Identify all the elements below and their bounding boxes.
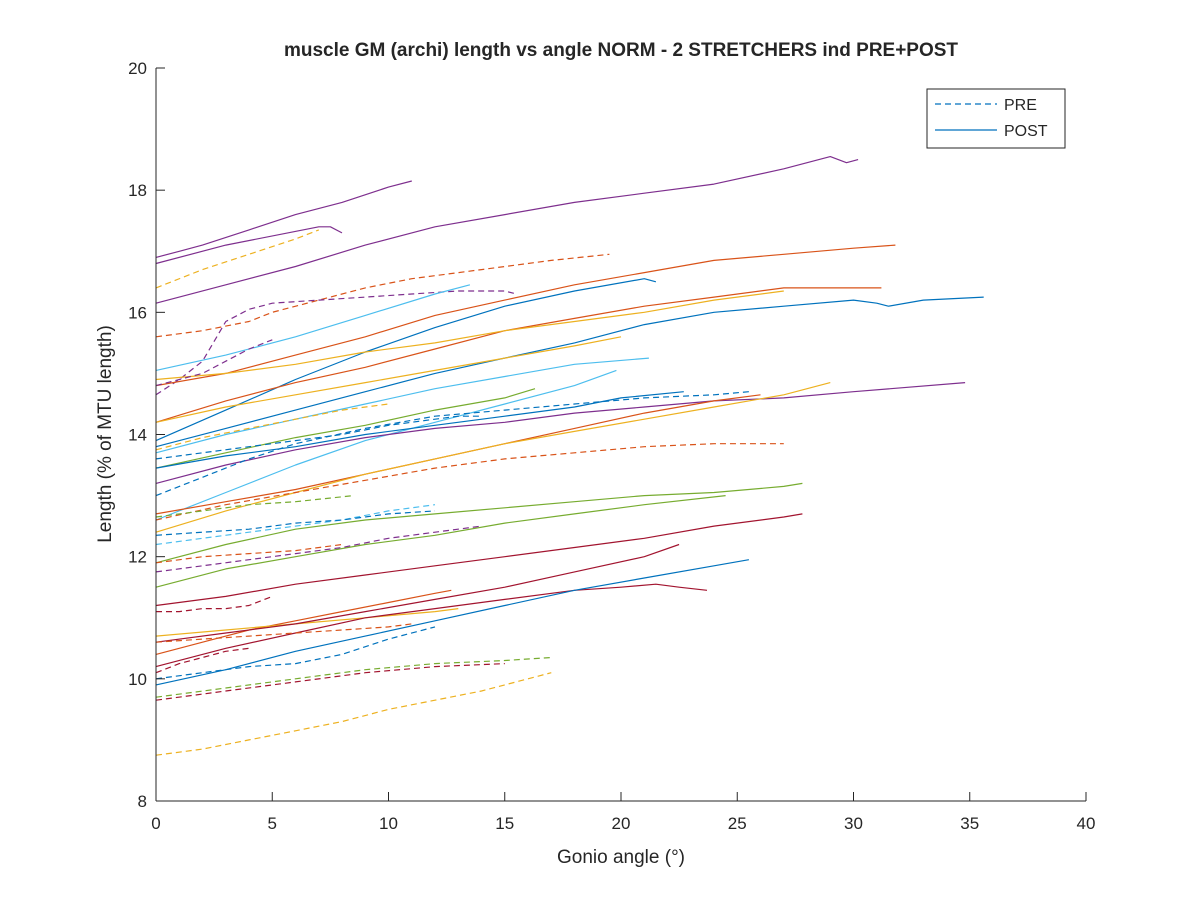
series-line-9 xyxy=(155,287,882,423)
series-line-40 xyxy=(155,559,750,686)
x-tick-label: 35 xyxy=(960,814,979,833)
series-line-44 xyxy=(155,672,552,756)
series-line-27 xyxy=(155,510,436,536)
y-tick-label: 8 xyxy=(138,792,147,811)
series-line-32 xyxy=(155,513,803,607)
series-line-17 xyxy=(155,388,536,469)
series-line-7 xyxy=(155,284,471,371)
x-tick-label: 25 xyxy=(728,814,747,833)
y-tick-label: 20 xyxy=(128,59,147,78)
series-line-35 xyxy=(155,608,459,637)
series-line-42 xyxy=(155,656,552,698)
series-line-36 xyxy=(155,543,680,643)
series-line-2 xyxy=(155,156,859,304)
y-tick-label: 14 xyxy=(128,426,147,445)
series-line-14 xyxy=(155,357,649,454)
series-line-43 xyxy=(155,663,505,701)
series-line-13 xyxy=(155,336,622,423)
series-line-28 xyxy=(155,482,803,564)
legend-box xyxy=(926,88,1066,149)
series-line-18 xyxy=(155,382,966,484)
series-layer xyxy=(155,156,984,756)
x-tick-label: 40 xyxy=(1077,814,1096,833)
y-tick-label: 16 xyxy=(128,303,147,322)
x-tick-label: 20 xyxy=(612,814,631,833)
series-line-30 xyxy=(155,525,482,573)
series-line-20 xyxy=(155,391,749,497)
series-line-38 xyxy=(155,623,412,643)
series-line-0 xyxy=(155,180,412,258)
legend-post-label: POST xyxy=(1004,123,1048,140)
series-line-6 xyxy=(155,244,896,387)
x-tick-label: 0 xyxy=(151,814,160,833)
x-tick-label: 10 xyxy=(379,814,398,833)
series-line-3 xyxy=(155,229,320,289)
y-tick-label: 12 xyxy=(128,548,147,567)
series-line-25 xyxy=(155,495,354,518)
series-line-15 xyxy=(155,369,617,521)
x-axis-label: Gonio angle (°) xyxy=(557,847,685,868)
series-line-39 xyxy=(155,647,250,674)
series-line-22 xyxy=(155,382,831,533)
series-line-37 xyxy=(155,583,708,668)
y-tick-label: 10 xyxy=(128,670,147,689)
series-line-26 xyxy=(155,504,436,546)
series-line-5 xyxy=(155,290,517,396)
y-tick-label: 18 xyxy=(128,181,147,200)
legend-pre-label: PRE xyxy=(1004,97,1037,114)
y-axis-label: Length (% of MTU length) xyxy=(95,325,116,543)
series-line-4 xyxy=(155,253,610,338)
x-tick-label: 15 xyxy=(495,814,514,833)
x-tick-label: 30 xyxy=(844,814,863,833)
x-tick-label: 5 xyxy=(268,814,277,833)
series-line-10 xyxy=(155,296,984,448)
series-line-31 xyxy=(155,543,343,564)
chart-title: muscle GM (archi) length vs angle NORM -… xyxy=(284,40,958,61)
series-line-12 xyxy=(155,339,273,387)
series-line-29 xyxy=(155,495,726,588)
series-line-16 xyxy=(155,403,389,451)
series-line-11 xyxy=(155,290,784,381)
legend: PRE POST xyxy=(926,88,1066,149)
series-line-8 xyxy=(155,278,657,442)
series-line-34 xyxy=(155,589,452,655)
series-line-23 xyxy=(155,415,482,460)
series-line-1 xyxy=(155,226,343,265)
series-line-41 xyxy=(155,626,436,680)
plot-area xyxy=(156,68,1086,801)
ticks: 0 5 10 15 20 25 30 35 40 8 10 12 14 16 18 20 xyxy=(128,59,1095,833)
